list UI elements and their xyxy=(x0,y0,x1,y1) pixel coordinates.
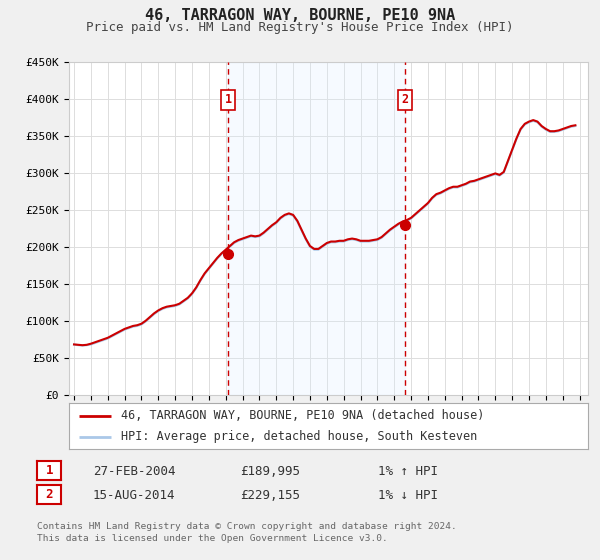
Bar xyxy=(228,62,404,395)
Text: 1: 1 xyxy=(46,464,53,477)
Text: 1% ↓ HPI: 1% ↓ HPI xyxy=(378,489,438,502)
Text: HPI: Average price, detached house, South Kesteven: HPI: Average price, detached house, Sout… xyxy=(121,430,477,443)
Text: This data is licensed under the Open Government Licence v3.0.: This data is licensed under the Open Gov… xyxy=(37,534,388,543)
Text: £189,995: £189,995 xyxy=(240,465,300,478)
Text: 2: 2 xyxy=(401,94,408,106)
Text: 15-AUG-2014: 15-AUG-2014 xyxy=(93,489,176,502)
Text: 46, TARRAGON WAY, BOURNE, PE10 9NA (detached house): 46, TARRAGON WAY, BOURNE, PE10 9NA (deta… xyxy=(121,409,484,422)
Text: 1: 1 xyxy=(224,94,232,106)
Text: Contains HM Land Registry data © Crown copyright and database right 2024.: Contains HM Land Registry data © Crown c… xyxy=(37,522,457,531)
Text: Price paid vs. HM Land Registry's House Price Index (HPI): Price paid vs. HM Land Registry's House … xyxy=(86,21,514,34)
Text: 27-FEB-2004: 27-FEB-2004 xyxy=(93,465,176,478)
Text: £229,155: £229,155 xyxy=(240,489,300,502)
Text: 46, TARRAGON WAY, BOURNE, PE10 9NA: 46, TARRAGON WAY, BOURNE, PE10 9NA xyxy=(145,8,455,24)
Text: 2: 2 xyxy=(46,488,53,501)
Text: 1% ↑ HPI: 1% ↑ HPI xyxy=(378,465,438,478)
